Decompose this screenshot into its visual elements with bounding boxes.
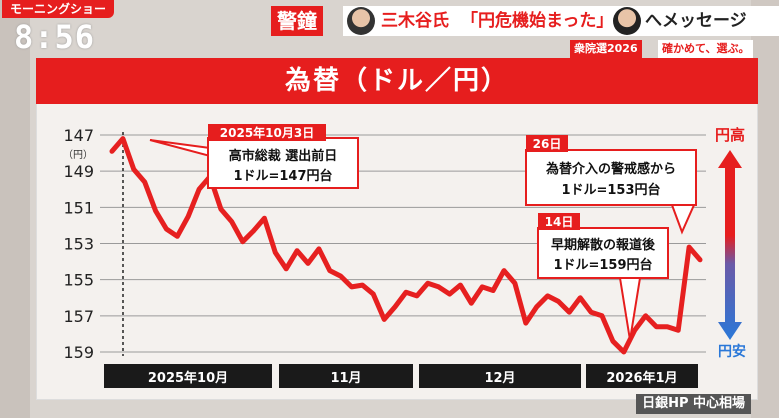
avatar — [347, 7, 375, 35]
annotation-box — [537, 227, 669, 279]
y-tick-label: 155 — [63, 271, 94, 290]
alert-tag: 警鐘 — [271, 6, 323, 36]
x-period-bar — [279, 364, 413, 388]
x-period-label: 12月 — [484, 371, 515, 386]
annotation-line2: 1ドル=147円台 — [233, 168, 332, 184]
annotation-line2: 1ドル=153円台 — [561, 182, 660, 198]
scale-top-label: 円高 — [715, 126, 745, 144]
show-logo: モーニングショー — [2, 0, 115, 18]
annotation-date-tag — [526, 135, 568, 152]
annotation-election: 2025年10月3日 高市総裁 選出前日 1ドル=147円台 — [149, 124, 359, 189]
y-tick-label: 151 — [63, 198, 94, 217]
background-left — [0, 0, 30, 418]
annotation-dissolution: 14日 早期解散の報道後 1ドル=159円台 — [537, 213, 669, 341]
annotation-pointer — [149, 139, 211, 158]
annotation-line2: 1ドル=159円台 — [553, 257, 652, 273]
clock: 8:56 — [14, 18, 96, 56]
avatar — [613, 7, 641, 35]
x-period-bar — [104, 364, 272, 388]
annotation-date: 26日 — [533, 137, 562, 151]
y-tick-label: 149 — [63, 162, 94, 181]
headline-tail: へメッセージ — [645, 11, 747, 31]
annotation-box — [207, 137, 359, 189]
annotation-date-tag — [538, 213, 580, 230]
annotation-box — [525, 149, 697, 206]
annotation-date: 14日 — [545, 215, 574, 229]
x-period-label: 2025年10月 — [148, 370, 228, 386]
x-period-label: 11月 — [330, 371, 361, 386]
annotation-line1: 為替介入の警戒感から — [546, 161, 676, 177]
source-label: 日銀HP 中心相場 — [636, 394, 751, 414]
headline-name: 三木谷氏 — [381, 11, 449, 31]
annotation-line1: 早期解散の報道後 — [551, 237, 656, 253]
x-period-label: 2026年1月 — [606, 370, 677, 386]
y-tick-label: 159 — [63, 343, 94, 362]
x-period-bar — [419, 364, 581, 388]
x-period-bar — [586, 364, 698, 388]
scale-bottom-label: 円安 — [718, 343, 746, 360]
annotation-line1: 高市総裁 選出前日 — [229, 148, 338, 164]
y-tick-label: 147 — [63, 126, 94, 145]
y-tick-label: 157 — [63, 307, 94, 326]
headline-quote: 「円危機始まった」 — [461, 11, 614, 31]
annotation-date: 2025年10月3日 — [220, 125, 314, 140]
y-unit-label: （円） — [63, 149, 93, 161]
scale-arrow — [718, 150, 742, 340]
headline-banner: 三木谷氏 「円危機始まった」 へメッセージ — [343, 6, 779, 36]
election-tag: 衆院選2026 — [570, 40, 642, 58]
annotation-pointer — [670, 204, 696, 235]
y-tick-label: 153 — [63, 235, 94, 254]
election-slogan: 確かめて、選ぶ。 — [658, 40, 754, 58]
annotation-date-tag — [208, 124, 326, 141]
chart-title: 為替（ドル／円） — [36, 58, 758, 104]
annotation-intervention: 26日 為替介入の警戒感から 1ドル=153円台 — [525, 135, 697, 235]
